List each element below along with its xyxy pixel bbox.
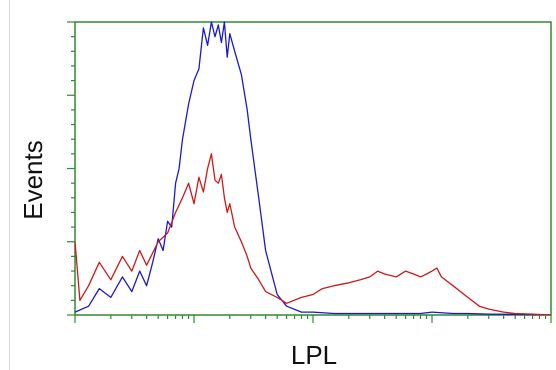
series-line-1 [74,21,552,316]
panel-divider [9,0,10,370]
plot-frame-group [74,21,552,316]
series-group [74,21,552,316]
plot-frame [74,21,552,316]
x-axis-label: LPL [291,340,337,370]
y-axis-label: Events [18,140,48,220]
ticks-group [67,21,552,323]
series-line-2 [74,153,552,316]
